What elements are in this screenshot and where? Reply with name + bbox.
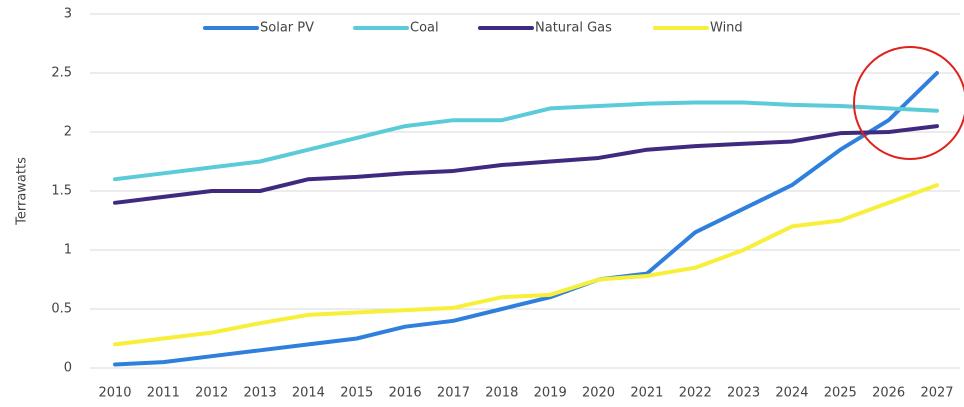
series-line <box>113 183 939 347</box>
x-tick-label: 2014 <box>292 386 325 401</box>
x-tick-label: 2023 <box>727 386 760 401</box>
x-tick-label: 2017 <box>437 386 470 401</box>
y-tick-label: 0.5 <box>51 302 72 317</box>
legend: Solar PV Coal Natural Gas Wind <box>203 21 743 36</box>
y-tick-label: 1 <box>64 243 72 258</box>
series-line <box>113 100 939 182</box>
legend-label: Natural Gas <box>535 21 612 36</box>
x-tick-label: 2027 <box>920 386 953 401</box>
series-line <box>113 71 939 367</box>
x-tick-label: 2026 <box>872 386 905 401</box>
y-tick-label: 2 <box>64 125 72 140</box>
highlight-circle <box>853 46 964 160</box>
x-tick-label: 2016 <box>389 386 422 401</box>
legend-label: Wind <box>710 21 743 36</box>
x-tick-label: 2021 <box>630 386 663 401</box>
y-tick-label: 2.5 <box>51 66 72 81</box>
x-tick-label: 2018 <box>485 386 518 401</box>
x-tick-label: 2015 <box>340 386 373 401</box>
legend-label: Solar PV <box>260 21 314 36</box>
x-tick-label: 2012 <box>195 386 228 401</box>
x-tick-label: 2019 <box>534 386 567 401</box>
x-tick-label: 2025 <box>824 386 857 401</box>
lines <box>113 71 939 367</box>
x-tick-label: 2013 <box>244 386 277 401</box>
x-tick-label: 2020 <box>582 386 615 401</box>
y-tick-label: 0 <box>64 361 72 376</box>
x-tick-label: 2010 <box>98 386 131 401</box>
y-tick-label: 3 <box>64 7 72 22</box>
y-tick-label: 1.5 <box>51 184 72 199</box>
y-axis-label: Terrawatts <box>15 157 30 226</box>
legend-label: Coal <box>410 21 439 36</box>
series-line <box>113 124 939 205</box>
x-tick-label: 2011 <box>147 386 180 401</box>
x-tick-label: 2024 <box>775 386 808 401</box>
x-tick-label: 2022 <box>679 386 712 401</box>
grid: 0 0.5 1 1.5 2 2.5 3 2010 2011 2012 2013 2014 2015 201… <box>51 7 960 401</box>
